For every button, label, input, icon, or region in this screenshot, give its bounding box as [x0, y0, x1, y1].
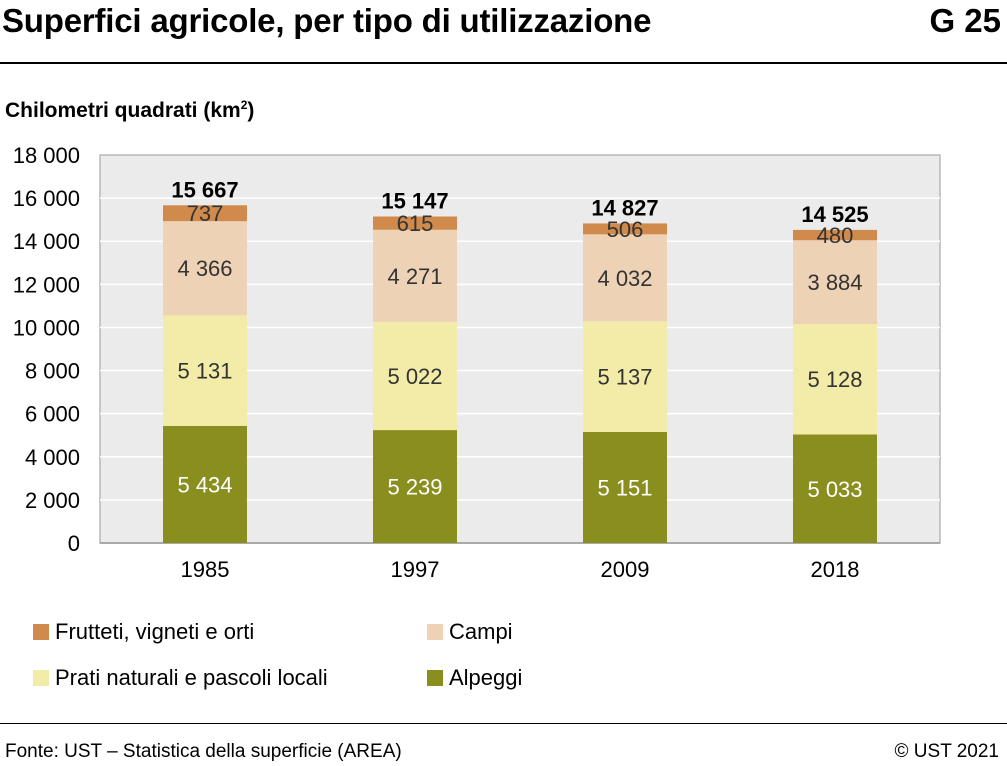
bar-segment [793, 229, 877, 241]
legend: Frutteti, vigneti e orti Campi Prati nat… [0, 612, 1007, 702]
data-label: 5 137 [597, 365, 652, 390]
bar-segment [163, 315, 247, 426]
bar-segment [793, 434, 877, 543]
legend-item-prati: Prati naturali e pascoli locali [33, 664, 328, 692]
bar-segment [163, 221, 247, 316]
bar-segment [373, 229, 457, 322]
legend-label: Alpeggi [449, 665, 523, 690]
y-tick-label: 4 000 [25, 445, 80, 470]
total-label: 14 525 [801, 202, 868, 227]
data-label: 3 884 [807, 270, 862, 295]
y-tick-label: 18 000 [13, 143, 80, 168]
total-label: 15 667 [171, 177, 238, 202]
bar-segment [373, 321, 457, 431]
chart-title: Superfici agricole, per tipo di utilizza… [2, 2, 652, 39]
total-label: 14 827 [591, 195, 658, 220]
bar-segment [583, 234, 667, 322]
y-tick-label: 14 000 [13, 229, 80, 254]
x-tick-label: 2018 [811, 557, 860, 582]
bar-segment [163, 205, 247, 222]
bar-segment [793, 323, 877, 435]
legend-item-campi: Campi [427, 618, 513, 646]
data-label: 737 [187, 201, 224, 226]
total-label: 15 147 [381, 188, 448, 213]
y-tick-label: 16 000 [13, 186, 80, 211]
data-label: 4 366 [177, 256, 232, 281]
y-axis-unit-label: Chilometri quadrati (km2) [5, 98, 255, 122]
top-divider [0, 62, 1007, 64]
bar-segment [373, 430, 457, 543]
legend-label: Frutteti, vigneti e orti [55, 619, 255, 644]
y-tick-label: 12 000 [13, 272, 80, 297]
data-label: 615 [397, 211, 434, 236]
legend-label: Prati naturali e pascoli locali [55, 665, 328, 690]
y-tick-label: 6 000 [25, 402, 80, 427]
x-tick-label: 2009 [601, 557, 650, 582]
chart-code: G 25 [929, 2, 1001, 39]
x-tick-label: 1985 [181, 557, 230, 582]
data-label: 5 151 [597, 475, 652, 500]
legend-label: Campi [449, 619, 513, 644]
data-label: 5 434 [177, 472, 232, 497]
bar-segment [583, 431, 667, 543]
bar-segment [583, 223, 667, 235]
legend-item-frutteti: Frutteti, vigneti e orti [33, 618, 254, 646]
legend-swatch [33, 624, 49, 640]
data-label: 4 032 [597, 266, 652, 291]
copyright-note: © UST 2021 [894, 741, 999, 762]
stacked-bar-chart: 0 2 000 4 000 6 000 8 000 10 000 12 000 14 000 1… [13, 143, 941, 582]
legend-item-alpeggi: Alpeggi [427, 664, 522, 692]
legend-swatch [33, 670, 49, 686]
data-label: 5 022 [387, 364, 442, 389]
legend-swatch [427, 670, 443, 686]
x-tick-label: 1997 [391, 557, 440, 582]
data-label: 5 239 [387, 475, 442, 500]
data-label: 480 [817, 223, 854, 248]
y-tick-label: 10 000 [13, 315, 80, 340]
data-label: 506 [607, 217, 644, 242]
y-tick-label: 0 [68, 531, 80, 556]
data-label: 5 131 [177, 359, 232, 384]
data-label: 4 271 [387, 264, 442, 289]
bottom-divider [0, 723, 1007, 724]
y-tick-label: 8 000 [25, 359, 80, 384]
data-label: 5 128 [807, 367, 862, 392]
bar-segment [163, 425, 247, 543]
bar-segment [583, 321, 667, 432]
bar-segment [793, 240, 877, 324]
y-tick-label: 2 000 [25, 488, 80, 513]
bar-segment [373, 216, 457, 230]
data-label: 5 033 [807, 477, 862, 502]
legend-swatch [427, 624, 443, 640]
source-note: Fonte: UST – Statistica della superficie… [5, 741, 402, 762]
